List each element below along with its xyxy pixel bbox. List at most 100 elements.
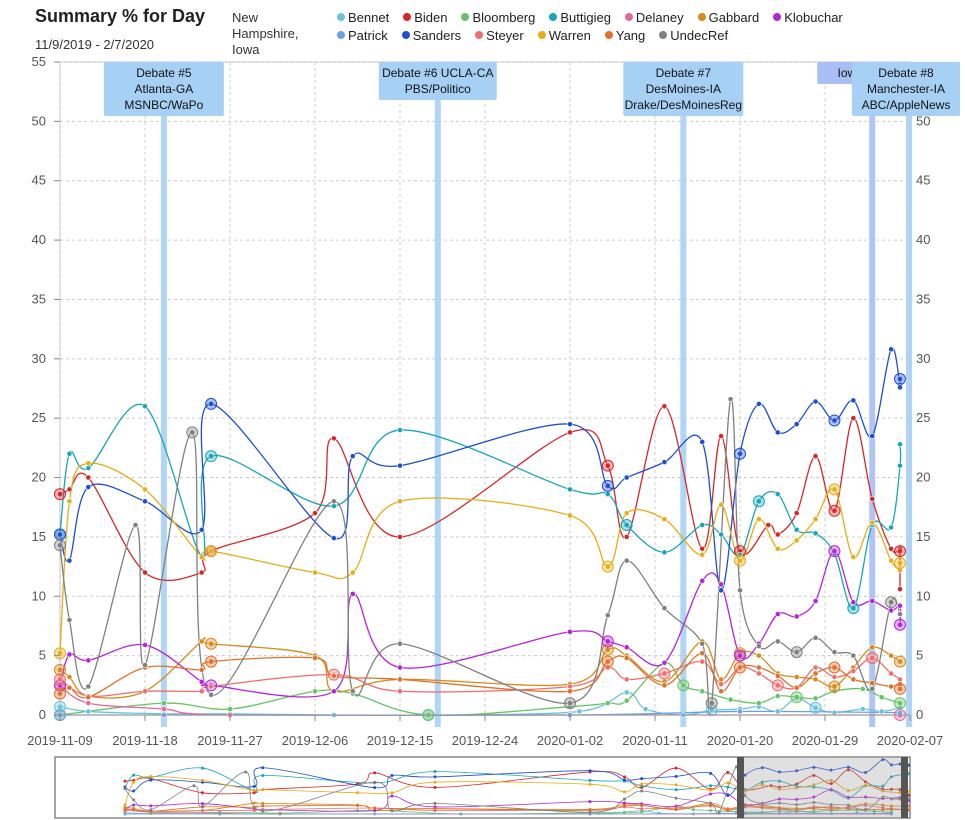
event-label: Debate #5 bbox=[136, 66, 192, 80]
point-bennet bbox=[680, 712, 687, 718]
overview-point-gabbard bbox=[433, 807, 437, 811]
point-buttigieg bbox=[831, 550, 838, 557]
point-bloomberg bbox=[859, 685, 866, 692]
x-tick-label: 2020-02-07 bbox=[877, 733, 944, 748]
legend-item-bloomberg[interactable]: Bloomberg bbox=[461, 8, 535, 26]
point-halo-bloomberg bbox=[422, 709, 435, 721]
point-gabbard bbox=[330, 688, 337, 695]
overview-point-buttigieg bbox=[433, 770, 437, 774]
overview-point-bennet bbox=[149, 811, 153, 815]
overview-point-biden bbox=[149, 777, 153, 781]
point-yang bbox=[718, 688, 725, 695]
legend-item-yang[interactable]: Yang bbox=[604, 26, 646, 44]
point-halo-biden bbox=[54, 488, 66, 501]
legend-item-patrick[interactable]: Patrick bbox=[337, 26, 388, 44]
point-undecref bbox=[66, 617, 73, 623]
overview-point-bennet bbox=[717, 811, 721, 815]
point-halo-buttigieg bbox=[205, 450, 218, 463]
overview-point-gabbard bbox=[881, 803, 885, 807]
legend-item-undecref[interactable]: UndecRef bbox=[659, 26, 728, 44]
point-gabbard bbox=[142, 688, 148, 695]
point-bloomberg bbox=[567, 703, 573, 710]
point-klobuchar bbox=[897, 602, 903, 609]
point-gabbard bbox=[850, 664, 857, 671]
overview-point-yang bbox=[846, 807, 850, 811]
overview-point-yang bbox=[864, 807, 868, 811]
event-label-box bbox=[852, 62, 960, 116]
legend-item-delaney[interactable]: Delaney bbox=[624, 8, 684, 26]
overview-point-undecref bbox=[244, 770, 248, 774]
overview-point-buttigieg bbox=[674, 788, 678, 792]
point-buttigieg bbox=[897, 441, 903, 448]
overview-point-undecref bbox=[390, 808, 394, 812]
point-halo-klobuchar bbox=[734, 649, 746, 662]
overview-point-klobuchar bbox=[123, 808, 127, 812]
overview-point-sanders bbox=[622, 778, 626, 782]
point-steyer bbox=[623, 676, 630, 683]
brush-handle-right bbox=[901, 757, 908, 818]
point-steyer bbox=[699, 658, 706, 665]
overview-point-klobuchar bbox=[812, 795, 816, 799]
point-undecref bbox=[604, 612, 611, 619]
overview-point-buttigieg bbox=[201, 766, 204, 770]
overview-line-warren bbox=[124, 776, 909, 805]
overview-point-steyer bbox=[674, 806, 678, 810]
overview-point-klobuchar bbox=[252, 807, 256, 811]
overview-point-undecref bbox=[743, 793, 747, 797]
legend-item-sanders[interactable]: Sanders bbox=[401, 26, 461, 44]
overview-line-sanders bbox=[124, 759, 909, 796]
overview-point-bloomberg bbox=[640, 810, 644, 814]
overview-point-sanders bbox=[433, 775, 437, 779]
point-buttigieg bbox=[869, 522, 876, 528]
overview-point-undecref bbox=[812, 801, 816, 805]
point-bloomberg bbox=[878, 694, 885, 701]
point-halo-bloomberg bbox=[790, 691, 803, 704]
point-steyer bbox=[869, 655, 876, 661]
legend-item-buttigieg[interactable]: Buttigieg bbox=[549, 8, 611, 26]
point-steyer bbox=[397, 688, 403, 695]
legend-label: Yang bbox=[615, 27, 646, 43]
point-halo-bloomberg bbox=[54, 709, 66, 721]
brush-handle-left bbox=[737, 757, 744, 818]
overview-point-klobuchar bbox=[433, 805, 437, 809]
point-bloomberg bbox=[227, 706, 233, 712]
legend-item-gabbard[interactable]: Gabbard bbox=[697, 8, 760, 26]
point-warren bbox=[208, 548, 215, 555]
legend-item-klobuchar[interactable]: Klobuchar bbox=[773, 8, 843, 26]
overview-frame bbox=[54, 756, 911, 819]
point-buttigieg bbox=[897, 462, 903, 469]
point-buttigieg bbox=[623, 522, 630, 528]
legend-item-bennet[interactable]: Bennet bbox=[337, 8, 389, 26]
legend-label: Gabbard bbox=[708, 9, 760, 25]
series-line-bloomberg bbox=[59, 662, 901, 716]
point-halo-biden bbox=[828, 504, 841, 517]
legend-item-biden[interactable]: Biden bbox=[403, 8, 447, 26]
event-label: Atlanta-GA bbox=[135, 82, 194, 96]
overview-point-warren bbox=[123, 803, 127, 807]
legend-item-steyer[interactable]: Steyer bbox=[475, 26, 524, 44]
point-halo-klobuchar bbox=[205, 679, 218, 692]
overview-point-klobuchar bbox=[898, 796, 902, 800]
point-halo-gabbard bbox=[828, 680, 841, 693]
point-halo-warren bbox=[601, 560, 614, 573]
point-warren bbox=[699, 551, 706, 558]
point-biden bbox=[397, 534, 403, 540]
legend-label: Steyer bbox=[486, 27, 524, 43]
event-label: PBS/Politico bbox=[405, 82, 471, 96]
overview-point-klobuchar bbox=[622, 801, 626, 805]
overview-point-warren bbox=[829, 778, 833, 782]
legend-swatch bbox=[624, 13, 633, 21]
overview-point-buttigieg bbox=[588, 778, 592, 782]
overview-point-yang bbox=[795, 808, 799, 812]
legend-item-warren[interactable]: Warren bbox=[537, 26, 591, 44]
overview-point-biden bbox=[864, 780, 868, 784]
event-markers bbox=[160, 62, 912, 727]
point-warren bbox=[142, 486, 148, 493]
overview-point-undecref bbox=[829, 803, 833, 807]
y-tick-label: 0 bbox=[39, 707, 46, 722]
point-yang bbox=[85, 694, 92, 701]
overview-point-warren bbox=[252, 789, 256, 793]
overview-point-buttigieg bbox=[373, 781, 377, 785]
point-bloomberg bbox=[793, 694, 800, 701]
point-halo-steyer bbox=[866, 652, 879, 665]
